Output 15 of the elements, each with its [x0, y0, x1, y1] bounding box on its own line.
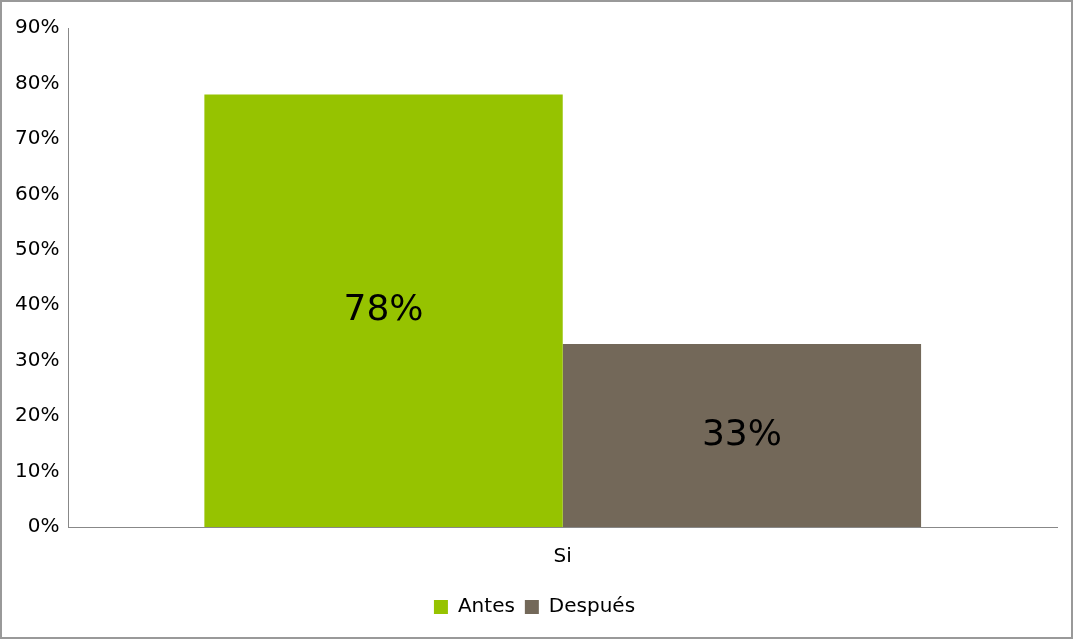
y-tick-label: 30% [15, 346, 60, 371]
data-label: 33% [701, 411, 782, 453]
legend-label: Antes [457, 593, 515, 618]
y-tick-label: 40% [15, 291, 60, 316]
y-tick-label: 50% [15, 235, 60, 260]
legend-label: Después [548, 593, 636, 618]
y-tick-label: 0% [27, 513, 60, 538]
y-tick-label: 70% [15, 125, 60, 150]
y-tick-label: 20% [15, 402, 60, 427]
y-tick-label: 60% [15, 180, 60, 205]
y-tick-label: 80% [15, 69, 60, 94]
data-label: 78% [343, 287, 424, 329]
x-tick-label: Si [553, 543, 572, 568]
y-tick-label: 90% [15, 14, 60, 39]
y-tick-label: 10% [15, 457, 60, 482]
